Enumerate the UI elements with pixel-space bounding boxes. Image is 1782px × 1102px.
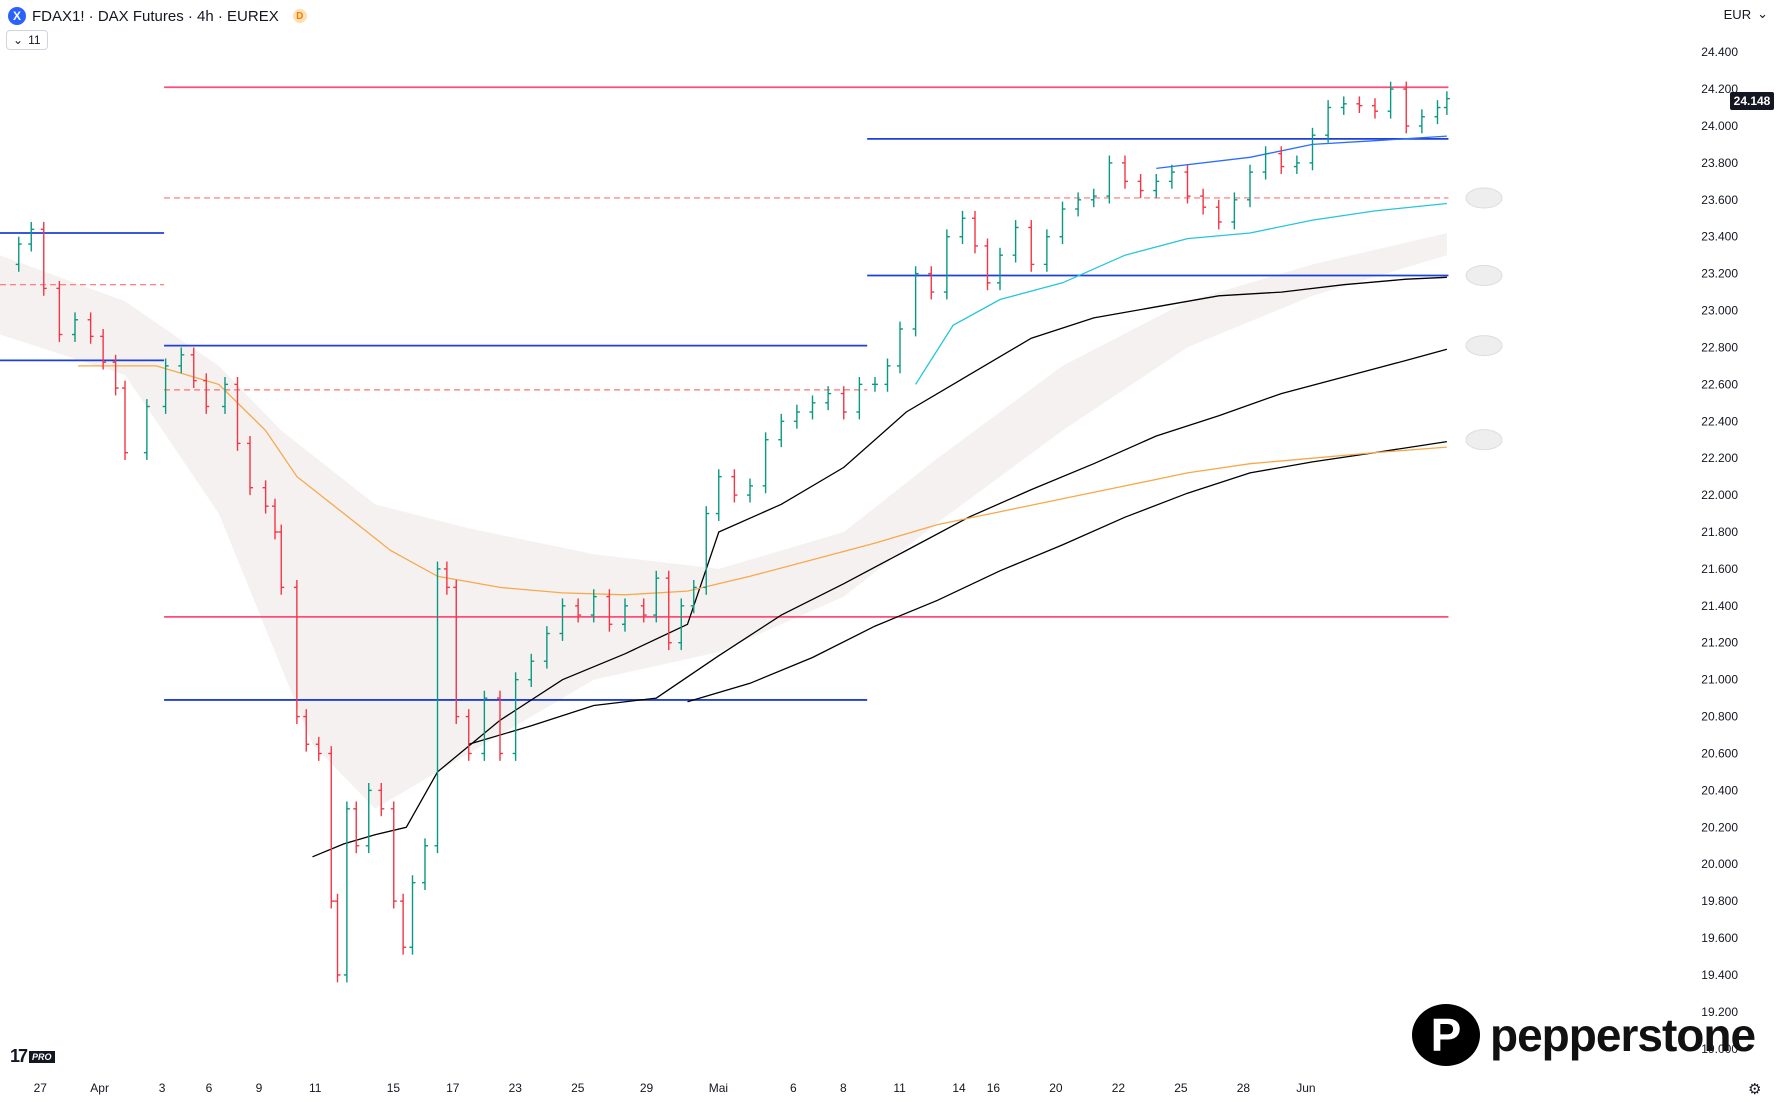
y-tick-label: 24.400 (1701, 45, 1738, 59)
pro-badge: PRO (29, 1050, 55, 1063)
x-tick-label: 11 (309, 1081, 322, 1095)
y-tick-label: 20.000 (1701, 857, 1738, 871)
x-tick-label: 23 (509, 1081, 523, 1095)
x-tick-label: 20 (1049, 1081, 1063, 1095)
x-tick-label: 3 (159, 1081, 166, 1095)
chevron-down-icon: ⌄ (1757, 6, 1768, 21)
y-tick-label: 21.000 (1701, 673, 1738, 687)
moving-average-line (687, 440, 1447, 703)
x-tick-label: 28 (1237, 1081, 1251, 1095)
alert-marker[interactable] (1465, 335, 1503, 357)
y-tick-label: 23.000 (1701, 304, 1738, 318)
x-tick-label: 27 (34, 1081, 48, 1095)
y-tick-label: 22.200 (1701, 451, 1738, 465)
delay-badge[interactable]: D (292, 9, 307, 23)
y-tick-label: 22.400 (1701, 414, 1738, 428)
chart-title[interactable]: FDAX1! · DAX Futures · 4h · EUREX (32, 7, 279, 25)
pepperstone-logo: P pepperstone (1412, 1004, 1756, 1066)
y-tick-label: 22.800 (1701, 340, 1738, 354)
alert-marker[interactable] (1465, 429, 1503, 451)
x-tick-label: 8 (840, 1081, 847, 1095)
currency-label: EUR (1723, 6, 1752, 22)
pepperstone-mark: P (1412, 1004, 1480, 1066)
x-tick-label: 29 (640, 1081, 654, 1095)
y-tick-label: 23.600 (1701, 193, 1738, 207)
x-tick-label: 15 (387, 1081, 401, 1095)
alert-marker[interactable] (1465, 264, 1503, 286)
y-tick-label: 19.800 (1701, 894, 1738, 908)
y-tick-label: 21.400 (1701, 599, 1738, 613)
tradingview-mark: 17 (10, 1046, 28, 1066)
x-tick-label: 9 (256, 1081, 263, 1095)
last-price-label: 24.148 (1730, 92, 1774, 110)
chevron-down-icon: ⌄ (13, 33, 24, 47)
x-tick-label: Mai (709, 1081, 728, 1095)
x-tick-label: 6 (206, 1081, 213, 1095)
y-tick-label: 19.200 (1701, 1005, 1738, 1019)
x-tick-label: 11 (893, 1081, 906, 1095)
y-tick-label: 20.600 (1701, 746, 1738, 760)
alert-marker[interactable] (1465, 187, 1503, 209)
y-tick-label: 20.800 (1701, 710, 1738, 724)
y-tick-label: 22.000 (1701, 488, 1738, 502)
y-tick-label: 22.600 (1701, 377, 1738, 391)
y-tick-label: 24.000 (1701, 119, 1738, 133)
x-tick-label: 25 (571, 1081, 585, 1095)
x-tick-label: 6 (790, 1081, 797, 1095)
y-tick-label: 21.800 (1701, 525, 1738, 539)
y-tick-label: 19.600 (1701, 931, 1738, 945)
moving-average-line (312, 276, 1447, 858)
y-tick-label: 20.200 (1701, 820, 1738, 834)
gear-icon[interactable]: ⚙ (1748, 1081, 1762, 1098)
y-tick-label: 20.400 (1701, 783, 1738, 797)
x-tick-label: 22 (1112, 1081, 1126, 1095)
ma-band (0, 233, 1447, 809)
y-tick-label: 21.200 (1701, 636, 1738, 650)
y-tick-label: 24.200 (1701, 82, 1738, 96)
x-tick-label: 16 (987, 1081, 1001, 1095)
x-tick-label: 17 (446, 1081, 460, 1095)
y-tick-label: 19.400 (1701, 968, 1738, 982)
y-tick-label: 21.600 (1701, 562, 1738, 576)
moving-average-line (78, 365, 1447, 596)
x-tick-label: Jun (1296, 1081, 1315, 1095)
tradingview-logo[interactable]: 17 PRO (10, 1046, 55, 1067)
x-tick-label: 25 (1174, 1081, 1188, 1095)
y-tick-label: 23.400 (1701, 230, 1738, 244)
chart-header: X FDAX1! · DAX Futures · 4h · EUREX D (8, 6, 307, 26)
y-tick-label: 23.800 (1701, 156, 1738, 170)
exchange-icon[interactable]: X (8, 7, 26, 25)
moving-average-line (1156, 135, 1447, 170)
x-tick-label: 14 (952, 1081, 966, 1095)
indicator-count: 11 (28, 33, 41, 47)
indicators-toggle[interactable]: ⌄ 11 (6, 30, 48, 50)
moving-average-line (915, 202, 1447, 385)
y-tick-label: 19.000 (1701, 1042, 1738, 1056)
pepperstone-wordmark: pepperstone (1490, 1009, 1756, 1061)
y-tick-label: 23.200 (1701, 267, 1738, 281)
currency-selector[interactable]: EUR ⌄ (1724, 6, 1768, 22)
x-tick-label: Apr (90, 1081, 109, 1095)
moving-average-line (468, 348, 1448, 745)
